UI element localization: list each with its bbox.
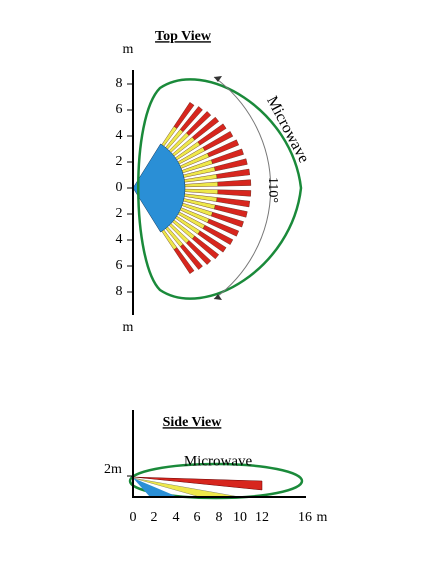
red-finger — [191, 116, 220, 141]
height-label: 2m — [104, 462, 122, 477]
x-label: 12 — [255, 510, 269, 525]
red-finger — [217, 179, 252, 187]
blue-beam — [133, 478, 178, 497]
red-finger — [217, 189, 252, 197]
red-finger — [216, 197, 251, 208]
y-label: 4 — [116, 232, 123, 247]
x-label: 4 — [173, 510, 180, 525]
y-ticks: 8 6 4 2 0 2 4 6 8 — [116, 76, 133, 299]
red-finger — [186, 111, 212, 136]
y-label: 0 — [116, 180, 123, 195]
x-label: 2 — [151, 510, 158, 525]
y-label: 8 — [116, 284, 123, 299]
y-label: 6 — [116, 258, 123, 273]
red-finger — [211, 148, 244, 165]
x-label: 8 — [216, 510, 223, 525]
x-label: 16 — [298, 510, 312, 525]
red-finger — [207, 139, 240, 158]
red-finger — [197, 230, 227, 253]
red-finger — [214, 158, 248, 172]
x-ticks: 0 2 4 6 8 10 12 16 — [130, 510, 313, 525]
top-title: Top View — [155, 29, 212, 44]
red-finger — [216, 168, 251, 179]
x-label: 10 — [233, 510, 247, 525]
blue-sector — [132, 143, 186, 233]
y-label: 4 — [116, 128, 123, 143]
y-label: 2 — [116, 154, 123, 169]
angle-label: 110° — [265, 177, 280, 203]
x-label: 0 — [130, 510, 137, 525]
detection-fan — [132, 102, 252, 274]
zone-label: Microwave — [184, 453, 253, 469]
unit: m — [317, 510, 328, 525]
red-finger — [173, 102, 195, 129]
red-finger — [207, 218, 240, 237]
microwave-outline — [137, 78, 303, 300]
side-title: Side View — [163, 415, 223, 430]
red-finger — [202, 224, 234, 245]
arc-arrows — [214, 76, 222, 300]
y-label: 8 — [116, 76, 123, 91]
red-finger — [186, 240, 212, 265]
red-finger — [202, 131, 234, 152]
unit: m — [123, 320, 134, 335]
angle-arc — [213, 76, 272, 300]
zone-label: Microwave — [263, 93, 312, 165]
red-finger — [173, 247, 195, 274]
y-label: 2 — [116, 206, 123, 221]
red-beam — [132, 476, 263, 491]
y-label: 6 — [116, 102, 123, 117]
red-finger — [214, 204, 248, 218]
unit: m — [123, 42, 134, 57]
red-finger — [179, 106, 203, 132]
x-label: 6 — [194, 510, 201, 525]
red-finger — [191, 235, 220, 260]
red-finger — [211, 211, 244, 228]
red-finger — [179, 244, 203, 270]
red-finger — [197, 123, 227, 146]
